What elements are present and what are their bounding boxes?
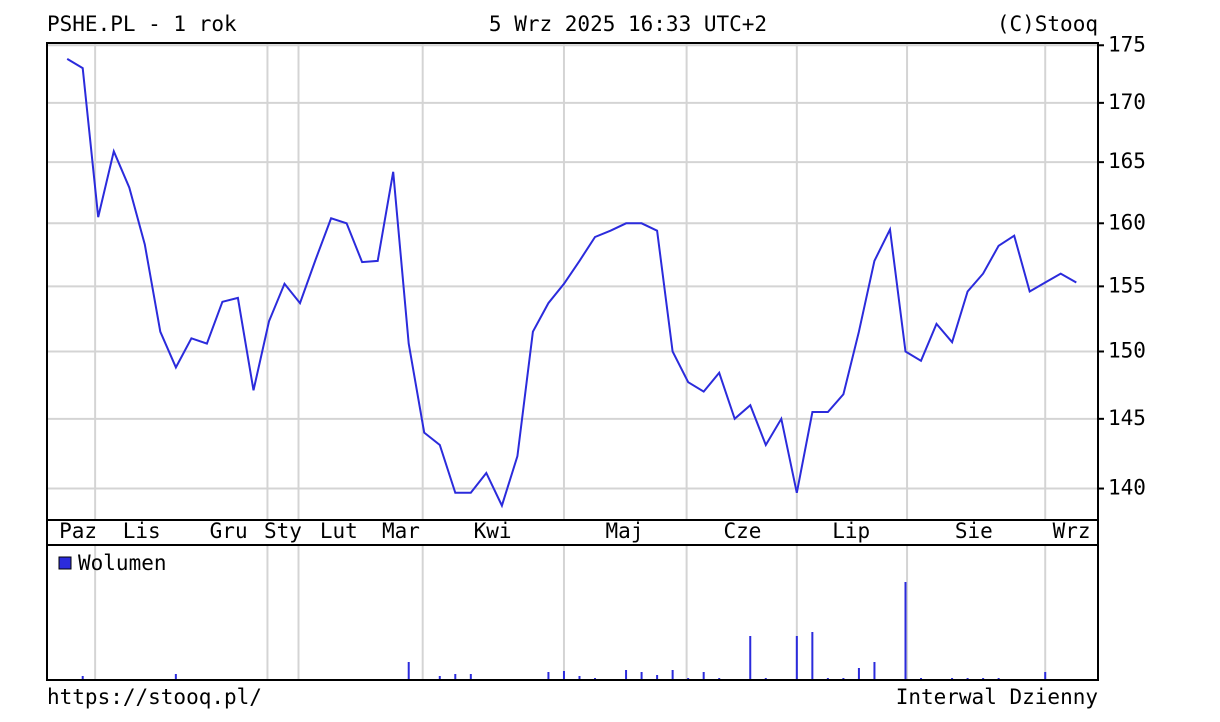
- header-copyright: (C)Stooq: [997, 12, 1098, 36]
- volume-bar: [1044, 672, 1047, 680]
- volume-bar: [749, 636, 752, 680]
- volume-bar: [469, 674, 472, 680]
- header-title: PSHE.PL - 1 rok: [47, 12, 237, 36]
- footer-interval: Interwal Dzienny: [896, 685, 1098, 709]
- volume-bar: [81, 676, 84, 680]
- y-tick-label: 150: [1108, 338, 1146, 362]
- plots: 140 145 150 155 160 165 170 175 Paz Lis Gru Sty Lut M…: [47, 32, 1146, 680]
- y-tick-label: 175: [1108, 32, 1146, 56]
- header-date: 5 Wrz 2025 16:33 UTC+2: [489, 12, 767, 36]
- x-tick-label: Gru: [210, 519, 248, 543]
- volume-bar: [547, 672, 550, 680]
- volume-bar: [857, 668, 860, 680]
- volume-bar: [407, 662, 410, 680]
- month-band: [46, 519, 1099, 546]
- y-tick-label: 165: [1108, 149, 1146, 173]
- x-tick-label: Wrz: [1053, 519, 1091, 543]
- volume-bar: [671, 670, 674, 680]
- x-tick-label: Mar: [382, 519, 420, 543]
- y-tick-label: 160: [1108, 210, 1146, 234]
- volume-bar: [811, 632, 814, 680]
- volume-bar: [904, 582, 907, 680]
- price-line: [66, 58, 1077, 509]
- volume-bar: [873, 662, 876, 680]
- x-tick-label: Sty: [264, 519, 302, 543]
- x-tick-label: Paz: [59, 519, 97, 543]
- x-tick-label: Cze: [724, 519, 762, 543]
- price-frame: [46, 42, 1099, 521]
- legend-label: Wolumen: [78, 551, 167, 575]
- legend-swatch: [58, 556, 72, 570]
- y-tick-label: 155: [1108, 273, 1146, 297]
- volume-bar: [656, 675, 659, 680]
- volume-bar: [640, 672, 643, 680]
- footer-url: https://stooq.pl/: [47, 685, 262, 709]
- volume-bar: [454, 674, 457, 680]
- volume-bar: [438, 676, 441, 680]
- y-tick-label: 170: [1108, 90, 1146, 114]
- x-tick-label: Lut: [320, 519, 358, 543]
- volume-bar: [795, 636, 798, 680]
- volume-frame: [46, 544, 1099, 681]
- x-tick-label: Lis: [123, 519, 161, 543]
- volume-bar: [562, 671, 565, 680]
- x-tick-label: Maj: [606, 519, 644, 543]
- x-tick-label: Kwi: [474, 519, 512, 543]
- y-tick-label: 140: [1108, 476, 1146, 500]
- y-tick-label: 145: [1108, 406, 1146, 430]
- x-tick-label: Sie: [955, 519, 993, 543]
- volume-bar: [578, 676, 581, 680]
- volume-bar: [625, 670, 628, 680]
- volume-bar: [174, 674, 177, 680]
- x-tick-label: Lip: [832, 519, 870, 543]
- volume-bar: [702, 672, 705, 680]
